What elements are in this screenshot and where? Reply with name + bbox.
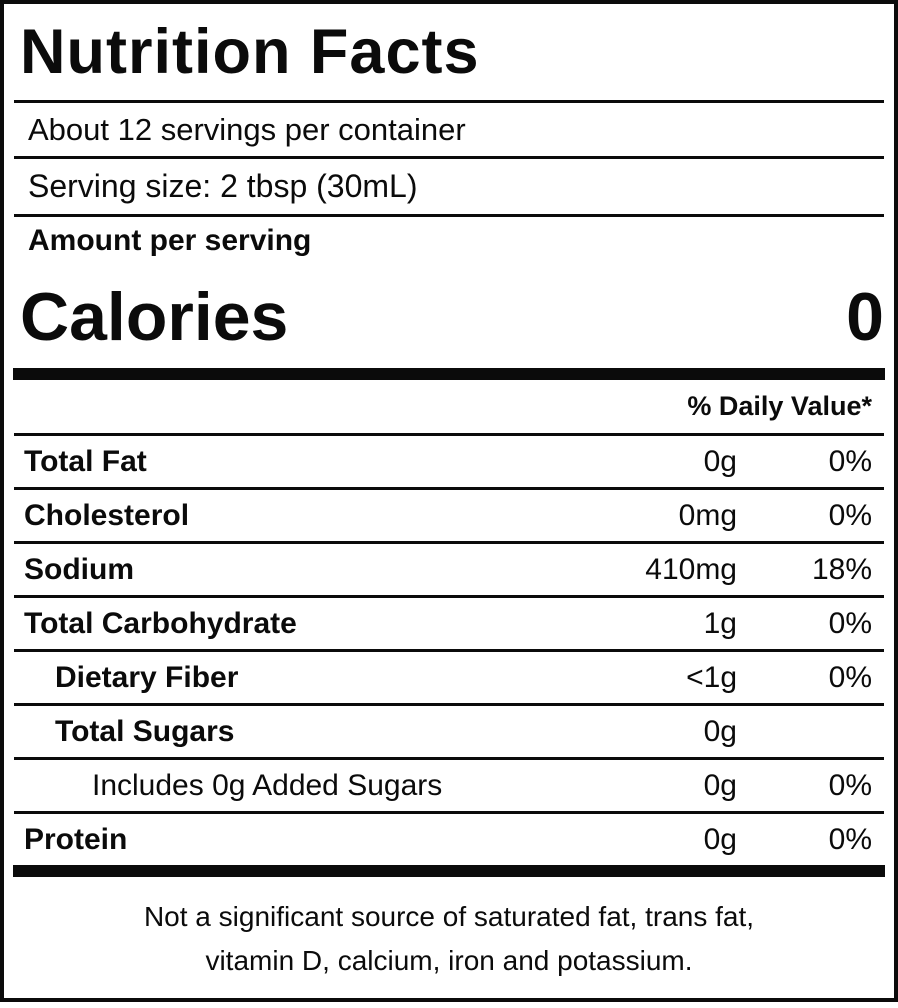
nutrient-amount: 0g xyxy=(703,768,737,802)
nutrient-amount: 0g xyxy=(703,822,737,856)
nutrient-amount: 0g xyxy=(703,444,737,478)
nutrient-label: Total Carbohydrate xyxy=(24,606,297,640)
nutrient-row: Dietary Fiber <1g 0% xyxy=(14,652,884,706)
divider xyxy=(14,214,884,217)
label-title: Nutrition Facts xyxy=(20,17,480,87)
nutrient-label: Cholesterol xyxy=(24,498,190,532)
divider xyxy=(14,433,884,436)
footnote-line-2: vitamin D, calcium, iron and potassium. xyxy=(205,945,693,976)
nutrient-amount: 1g xyxy=(703,606,737,640)
section-divider-thick xyxy=(13,368,885,380)
footnote-line-1: Not a significant source of saturated fa… xyxy=(143,901,755,932)
nutrient-row: Total Sugars 0g xyxy=(14,706,884,760)
nutrient-daily-value: 0% xyxy=(828,660,872,694)
nutrient-daily-value: 18% xyxy=(811,552,872,586)
nutrient-row: Total Carbohydrate 1g 0% xyxy=(14,598,884,652)
daily-value-header: % Daily Value* xyxy=(687,391,872,421)
divider xyxy=(14,100,884,103)
nutrient-label: Total Sugars xyxy=(55,714,235,748)
nutrient-amount: <1g xyxy=(686,660,737,694)
calories-row: Calories 0 xyxy=(4,265,894,368)
amount-per-serving-label: Amount per serving xyxy=(28,224,312,257)
nutrient-daily-value: 0% xyxy=(828,768,872,802)
section-divider-thick xyxy=(13,865,885,877)
nutrient-label: Protein xyxy=(24,822,128,856)
nutrient-daily-value: 0% xyxy=(828,822,872,856)
nutrient-row: Total Fat 0g 0% xyxy=(14,436,884,490)
nutrient-daily-value: 0% xyxy=(828,498,872,532)
nutrient-label: Sodium xyxy=(24,552,134,586)
nutrient-row: Cholesterol 0mg 0% xyxy=(14,490,884,544)
serving-size: Serving size: 2 tbsp (30mL) xyxy=(28,168,418,204)
nutrient-daily-value: 0% xyxy=(828,606,872,640)
nutrient-label: Includes 0g Added Sugars xyxy=(92,768,443,802)
calories-value: 0 xyxy=(846,278,884,355)
nutrient-amount: 0g xyxy=(703,714,737,748)
nutrient-daily-value: 0% xyxy=(828,444,872,478)
nutrient-label: Dietary Fiber xyxy=(55,660,239,694)
footnote: Not a significant source of saturated fa… xyxy=(4,877,894,998)
nutrient-amount: 0mg xyxy=(678,498,737,532)
servings-per-container: About 12 servings per container xyxy=(28,111,466,147)
nutrient-row: Protein 0g 0% xyxy=(14,814,884,865)
nutrient-row: Includes 0g Added Sugars 0g 0% xyxy=(14,760,884,814)
nutrient-row: Sodium 410mg 18% xyxy=(14,544,884,598)
nutrient-amount: 410mg xyxy=(645,552,737,586)
divider xyxy=(14,156,884,159)
nutrient-rows: Total Fat 0g 0% Cholesterol 0mg 0% Sodiu… xyxy=(14,436,884,865)
calories-label: Calories xyxy=(20,278,289,355)
nutrient-label: Total Fat xyxy=(24,444,147,478)
